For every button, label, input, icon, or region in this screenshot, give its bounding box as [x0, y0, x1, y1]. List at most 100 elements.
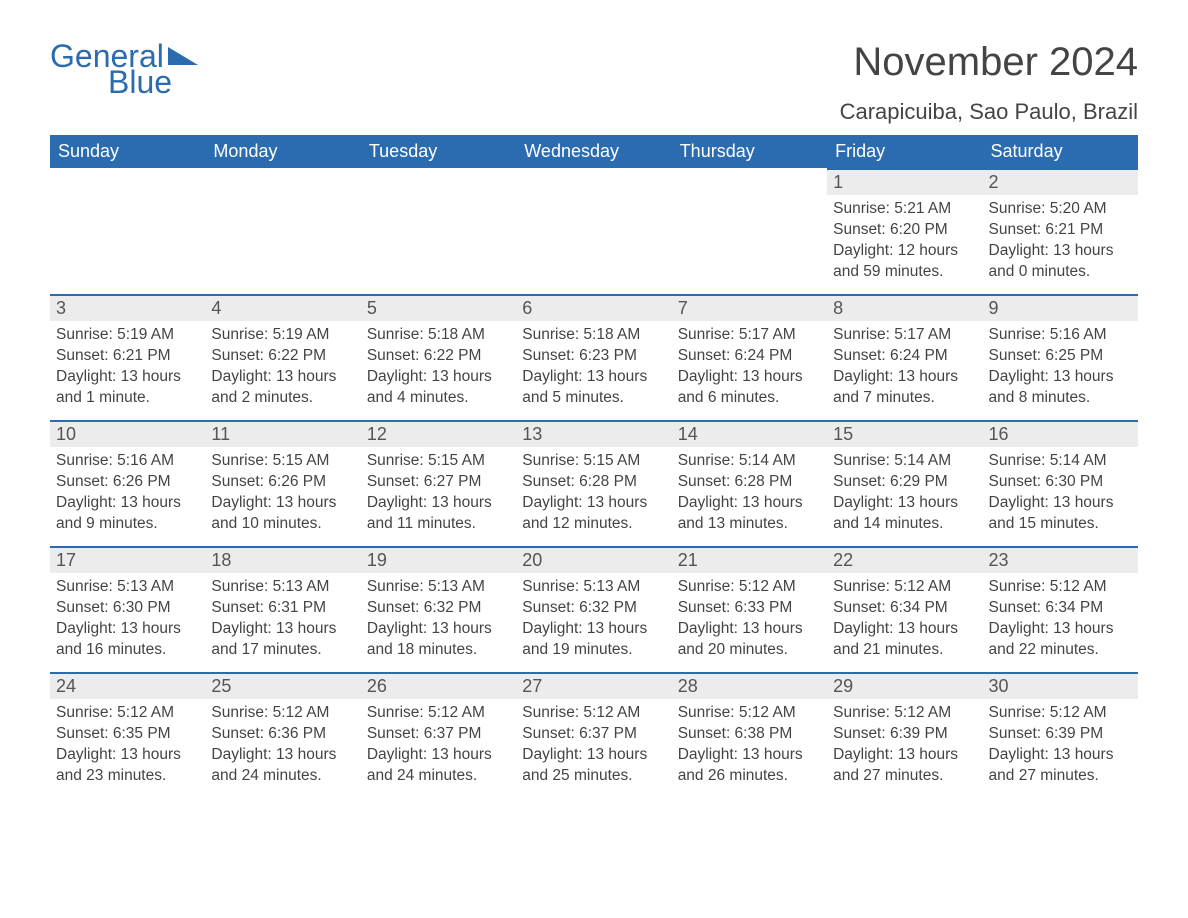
day-details: Sunrise: 5:13 AMSunset: 6:31 PMDaylight:… — [205, 573, 360, 669]
calendar-day-cell: 12Sunrise: 5:15 AMSunset: 6:27 PMDayligh… — [361, 420, 516, 546]
day-details: Sunrise: 5:20 AMSunset: 6:21 PMDaylight:… — [983, 195, 1138, 291]
calendar-day-cell: 6Sunrise: 5:18 AMSunset: 6:23 PMDaylight… — [516, 294, 671, 420]
calendar-day-header: Friday — [827, 135, 982, 168]
calendar-day-cell: 23Sunrise: 5:12 AMSunset: 6:34 PMDayligh… — [983, 546, 1138, 672]
day-number: 14 — [672, 422, 827, 447]
calendar-day-header: Wednesday — [516, 135, 671, 168]
day-number: 28 — [672, 674, 827, 699]
calendar-day-cell: 28Sunrise: 5:12 AMSunset: 6:38 PMDayligh… — [672, 672, 827, 798]
calendar-header-row: SundayMondayTuesdayWednesdayThursdayFrid… — [50, 135, 1138, 168]
calendar-week-row: 10Sunrise: 5:16 AMSunset: 6:26 PMDayligh… — [50, 420, 1138, 546]
day-number: 25 — [205, 674, 360, 699]
calendar-day-cell: 19Sunrise: 5:13 AMSunset: 6:32 PMDayligh… — [361, 546, 516, 672]
calendar-day-cell: 5Sunrise: 5:18 AMSunset: 6:22 PMDaylight… — [361, 294, 516, 420]
day-details: Sunrise: 5:15 AMSunset: 6:27 PMDaylight:… — [361, 447, 516, 543]
day-details: Sunrise: 5:12 AMSunset: 6:39 PMDaylight:… — [827, 699, 982, 795]
calendar-day-cell: 3Sunrise: 5:19 AMSunset: 6:21 PMDaylight… — [50, 294, 205, 420]
calendar-day-cell: 11Sunrise: 5:15 AMSunset: 6:26 PMDayligh… — [205, 420, 360, 546]
day-number: 24 — [50, 674, 205, 699]
day-number: 2 — [983, 170, 1138, 195]
page-header: General Blue November 2024 Carapicuiba, … — [50, 40, 1138, 125]
calendar-day-header: Saturday — [983, 135, 1138, 168]
day-number: 1 — [827, 170, 982, 195]
day-number: 27 — [516, 674, 671, 699]
day-number: 23 — [983, 548, 1138, 573]
day-details: Sunrise: 5:16 AMSunset: 6:26 PMDaylight:… — [50, 447, 205, 543]
calendar-day-header: Sunday — [50, 135, 205, 168]
day-details: Sunrise: 5:18 AMSunset: 6:22 PMDaylight:… — [361, 321, 516, 417]
day-number: 15 — [827, 422, 982, 447]
day-details: Sunrise: 5:13 AMSunset: 6:32 PMDaylight:… — [516, 573, 671, 669]
calendar-day-cell: 27Sunrise: 5:12 AMSunset: 6:37 PMDayligh… — [516, 672, 671, 798]
calendar-day-header: Tuesday — [361, 135, 516, 168]
day-number: 13 — [516, 422, 671, 447]
calendar-day-cell: 21Sunrise: 5:12 AMSunset: 6:33 PMDayligh… — [672, 546, 827, 672]
calendar-body: 1Sunrise: 5:21 AMSunset: 6:20 PMDaylight… — [50, 168, 1138, 798]
day-number: 10 — [50, 422, 205, 447]
day-details: Sunrise: 5:16 AMSunset: 6:25 PMDaylight:… — [983, 321, 1138, 417]
day-details: Sunrise: 5:13 AMSunset: 6:30 PMDaylight:… — [50, 573, 205, 669]
calendar-day-cell: 18Sunrise: 5:13 AMSunset: 6:31 PMDayligh… — [205, 546, 360, 672]
calendar-day-cell: 16Sunrise: 5:14 AMSunset: 6:30 PMDayligh… — [983, 420, 1138, 546]
calendar-day-cell — [50, 168, 205, 294]
day-number: 17 — [50, 548, 205, 573]
calendar-day-cell: 1Sunrise: 5:21 AMSunset: 6:20 PMDaylight… — [827, 168, 982, 294]
calendar-day-cell: 29Sunrise: 5:12 AMSunset: 6:39 PMDayligh… — [827, 672, 982, 798]
day-details: Sunrise: 5:12 AMSunset: 6:36 PMDaylight:… — [205, 699, 360, 795]
day-details: Sunrise: 5:15 AMSunset: 6:28 PMDaylight:… — [516, 447, 671, 543]
calendar-day-cell: 26Sunrise: 5:12 AMSunset: 6:37 PMDayligh… — [361, 672, 516, 798]
calendar-week-row: 1Sunrise: 5:21 AMSunset: 6:20 PMDaylight… — [50, 168, 1138, 294]
calendar-day-header: Monday — [205, 135, 360, 168]
day-details: Sunrise: 5:13 AMSunset: 6:32 PMDaylight:… — [361, 573, 516, 669]
calendar-day-cell: 10Sunrise: 5:16 AMSunset: 6:26 PMDayligh… — [50, 420, 205, 546]
day-details: Sunrise: 5:14 AMSunset: 6:29 PMDaylight:… — [827, 447, 982, 543]
day-number: 4 — [205, 296, 360, 321]
calendar-day-cell: 30Sunrise: 5:12 AMSunset: 6:39 PMDayligh… — [983, 672, 1138, 798]
logo-triangle-icon — [168, 47, 198, 65]
day-number: 9 — [983, 296, 1138, 321]
day-number: 12 — [361, 422, 516, 447]
day-number: 26 — [361, 674, 516, 699]
title-block: November 2024 Carapicuiba, Sao Paulo, Br… — [840, 40, 1138, 125]
day-number: 8 — [827, 296, 982, 321]
day-details: Sunrise: 5:17 AMSunset: 6:24 PMDaylight:… — [672, 321, 827, 417]
logo-word-2: Blue — [108, 66, 198, 98]
calendar-week-row: 3Sunrise: 5:19 AMSunset: 6:21 PMDaylight… — [50, 294, 1138, 420]
day-details: Sunrise: 5:17 AMSunset: 6:24 PMDaylight:… — [827, 321, 982, 417]
day-number: 21 — [672, 548, 827, 573]
calendar-day-cell: 25Sunrise: 5:12 AMSunset: 6:36 PMDayligh… — [205, 672, 360, 798]
calendar-week-row: 24Sunrise: 5:12 AMSunset: 6:35 PMDayligh… — [50, 672, 1138, 798]
page-title: November 2024 — [840, 40, 1138, 85]
day-number: 7 — [672, 296, 827, 321]
calendar-day-cell: 4Sunrise: 5:19 AMSunset: 6:22 PMDaylight… — [205, 294, 360, 420]
calendar-day-cell — [361, 168, 516, 294]
day-details: Sunrise: 5:12 AMSunset: 6:34 PMDaylight:… — [983, 573, 1138, 669]
day-number: 19 — [361, 548, 516, 573]
day-details: Sunrise: 5:14 AMSunset: 6:30 PMDaylight:… — [983, 447, 1138, 543]
day-details: Sunrise: 5:12 AMSunset: 6:37 PMDaylight:… — [516, 699, 671, 795]
logo: General Blue — [50, 40, 198, 98]
calendar-day-header: Thursday — [672, 135, 827, 168]
calendar-day-cell: 2Sunrise: 5:20 AMSunset: 6:21 PMDaylight… — [983, 168, 1138, 294]
calendar-day-cell: 14Sunrise: 5:14 AMSunset: 6:28 PMDayligh… — [672, 420, 827, 546]
day-number: 22 — [827, 548, 982, 573]
day-details: Sunrise: 5:15 AMSunset: 6:26 PMDaylight:… — [205, 447, 360, 543]
day-number: 5 — [361, 296, 516, 321]
calendar-day-cell: 20Sunrise: 5:13 AMSunset: 6:32 PMDayligh… — [516, 546, 671, 672]
day-details: Sunrise: 5:12 AMSunset: 6:37 PMDaylight:… — [361, 699, 516, 795]
day-details: Sunrise: 5:12 AMSunset: 6:35 PMDaylight:… — [50, 699, 205, 795]
calendar-day-cell — [205, 168, 360, 294]
day-number: 11 — [205, 422, 360, 447]
day-number: 30 — [983, 674, 1138, 699]
calendar-day-cell: 15Sunrise: 5:14 AMSunset: 6:29 PMDayligh… — [827, 420, 982, 546]
day-details: Sunrise: 5:21 AMSunset: 6:20 PMDaylight:… — [827, 195, 982, 291]
day-details: Sunrise: 5:12 AMSunset: 6:34 PMDaylight:… — [827, 573, 982, 669]
day-number: 29 — [827, 674, 982, 699]
calendar-week-row: 17Sunrise: 5:13 AMSunset: 6:30 PMDayligh… — [50, 546, 1138, 672]
day-details: Sunrise: 5:12 AMSunset: 6:39 PMDaylight:… — [983, 699, 1138, 795]
day-details: Sunrise: 5:14 AMSunset: 6:28 PMDaylight:… — [672, 447, 827, 543]
calendar-day-cell: 9Sunrise: 5:16 AMSunset: 6:25 PMDaylight… — [983, 294, 1138, 420]
day-details: Sunrise: 5:19 AMSunset: 6:21 PMDaylight:… — [50, 321, 205, 417]
day-details: Sunrise: 5:19 AMSunset: 6:22 PMDaylight:… — [205, 321, 360, 417]
calendar-day-cell: 8Sunrise: 5:17 AMSunset: 6:24 PMDaylight… — [827, 294, 982, 420]
